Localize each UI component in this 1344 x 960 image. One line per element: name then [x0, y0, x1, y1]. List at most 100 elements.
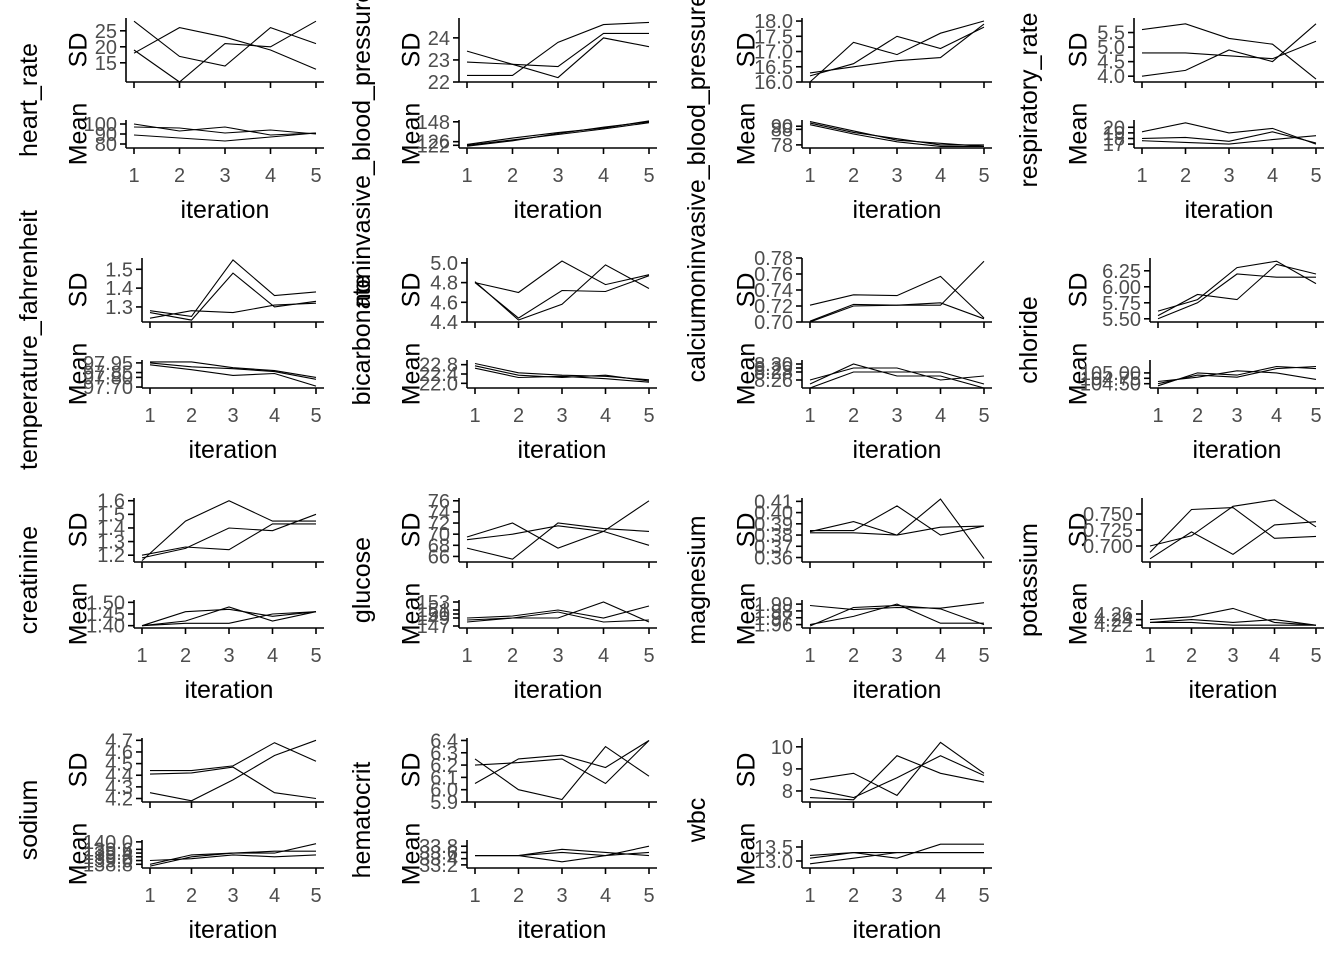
- sd-series-line-2: [466, 522, 650, 560]
- mean-series-line-3: [809, 371, 985, 389]
- mean-series-line-3: [466, 605, 650, 619]
- x-tick-label: 4: [600, 885, 611, 907]
- sd-series-line-1: [149, 259, 317, 317]
- mean-series-line-1: [141, 608, 317, 627]
- mean-series-line-2: [809, 124, 984, 147]
- sd-y-tick-label: 6.1: [430, 767, 458, 789]
- x-axis-title: iteration: [189, 916, 278, 944]
- mean-y-tick-label: 1.96: [754, 615, 793, 637]
- mean-y-tick-label: 22.0: [419, 373, 458, 395]
- x-tick-label: 4: [1269, 645, 1280, 667]
- x-tick-label: 2: [848, 165, 859, 187]
- sd-y-tick-label: 76: [428, 491, 450, 513]
- variable-title: wbc: [683, 798, 711, 843]
- x-tick-label: 2: [507, 645, 518, 667]
- variable-title: glucose: [348, 537, 376, 623]
- sd-y-tick-label: 24: [428, 28, 450, 50]
- sd-y-tick-label: 0.36: [754, 548, 793, 570]
- mean-series-line-2: [466, 120, 650, 145]
- mean-series-line-3: [149, 854, 317, 862]
- sd-row-title: SD: [733, 753, 761, 788]
- panel-sodium: sodium SD 4.24.34.44.54.64.7 Mean138.8139.0…: [15, 730, 324, 944]
- mean-series-line-2: [474, 365, 650, 382]
- sd-y-tick-label: 0.725: [1083, 520, 1133, 542]
- panel-creatinine: creatinine SD1.21.31.41.51.6Mean1.401.451…: [15, 491, 324, 704]
- sd-y-tick-label: 5.0: [1097, 37, 1125, 59]
- mean-y-tick-label: 126: [417, 132, 450, 154]
- sd-y-tick-label: 6.25: [1102, 261, 1141, 283]
- mean-series-line-2: [809, 604, 985, 627]
- sd-series-line-2: [474, 740, 650, 785]
- sd-row-title: SD: [1065, 513, 1093, 548]
- sd-series-line-2: [141, 513, 317, 559]
- x-tick-label: 2: [507, 165, 518, 187]
- sd-series-line-1: [133, 20, 317, 67]
- sd-series-line-2: [1149, 507, 1317, 553]
- x-tick-label: 4: [269, 405, 280, 427]
- sd-y-tick-label: 4.3: [105, 777, 133, 799]
- x-axis-title: iteration: [853, 436, 942, 464]
- x-tick-label: 4: [267, 645, 278, 667]
- mean-y-tick-label: 4.22: [1094, 615, 1133, 637]
- sd-y-tick-label: 0.72: [754, 296, 793, 318]
- x-tick-label: 2: [848, 885, 859, 907]
- panel-magnesium: magnesium SD0.360.370.380.390.400.41Mean1…: [683, 491, 992, 704]
- mean-row-title: Mean: [65, 103, 93, 166]
- mean-row-title: Mean: [733, 343, 761, 406]
- x-tick-label: 5: [310, 165, 321, 187]
- variable-title: creatinine: [15, 526, 43, 634]
- x-tick-label: 5: [1310, 645, 1321, 667]
- mean-series-line-1: [466, 611, 650, 623]
- x-tick-label: 3: [1231, 405, 1242, 427]
- sd-series-line-3: [1141, 23, 1317, 77]
- mean-y-tick-label: 151: [417, 600, 450, 622]
- sd-y-tick-label: 74: [428, 502, 450, 524]
- x-tick-label: 1: [144, 405, 155, 427]
- x-tick-label: 2: [186, 405, 197, 427]
- mean-y-tick-label: 150: [417, 604, 450, 626]
- x-tick-label: 3: [552, 645, 563, 667]
- mean-y-tick-label: 13.5: [754, 837, 793, 859]
- x-tick-label: 3: [227, 405, 238, 427]
- x-tick-label: 5: [1310, 405, 1321, 427]
- mean-y-tick-label: 78: [771, 135, 793, 157]
- sd-series-line-1: [141, 500, 316, 562]
- mean-series-line-1: [809, 843, 984, 859]
- panel-calcium: calcium SD 0.700.720.740.760.78 Mean8.268.2…: [683, 248, 992, 464]
- x-tick-label: 2: [174, 165, 185, 187]
- mean-row-title: Mean: [398, 823, 426, 886]
- x-tick-label: 2: [1180, 165, 1191, 187]
- mean-y-tick-label: 8.29: [754, 358, 793, 380]
- x-tick-label: 5: [978, 645, 989, 667]
- mean-y-tick-label: 153: [417, 592, 450, 614]
- panel-glucose: glucoseSD666870727476Mean147149150151153…: [348, 491, 657, 704]
- sd-y-tick-label: 1.2: [97, 545, 125, 567]
- x-tick-label: 4: [265, 165, 276, 187]
- sd-row-title: SD: [398, 753, 426, 788]
- x-tick-label: 2: [513, 405, 524, 427]
- mean-y-tick-label: 1.98: [754, 601, 793, 623]
- sd-row-title: SD: [1065, 273, 1093, 308]
- mean-y-tick-label: 97.70: [83, 377, 133, 399]
- x-tick-label: 2: [848, 405, 859, 427]
- sd-y-tick-label: 10: [771, 737, 793, 759]
- x-tick-label: 5: [310, 405, 321, 427]
- sd-y-tick-label: 6.3: [430, 743, 458, 765]
- sd-series-line-3: [149, 766, 317, 800]
- mean-series-line-3: [1157, 370, 1317, 383]
- mean-row-title: Mean: [1065, 583, 1093, 646]
- sd-y-tick-label: 4.4: [430, 312, 458, 334]
- x-tick-label: 4: [935, 885, 946, 907]
- x-tick-label: 3: [219, 165, 230, 187]
- mean-y-tick-label: 104.75: [1080, 368, 1141, 390]
- x-tick-label: 1: [469, 885, 480, 907]
- mean-series-line-2: [466, 601, 650, 623]
- x-tick-label: 1: [804, 645, 815, 667]
- sd-y-tick-label: 17.5: [754, 26, 793, 48]
- sd-row-title: SD: [733, 33, 761, 68]
- sd-y-tick-label: 0.39: [754, 514, 793, 536]
- mean-y-tick-label: 18: [1103, 128, 1125, 150]
- x-tick-label: 5: [643, 885, 654, 907]
